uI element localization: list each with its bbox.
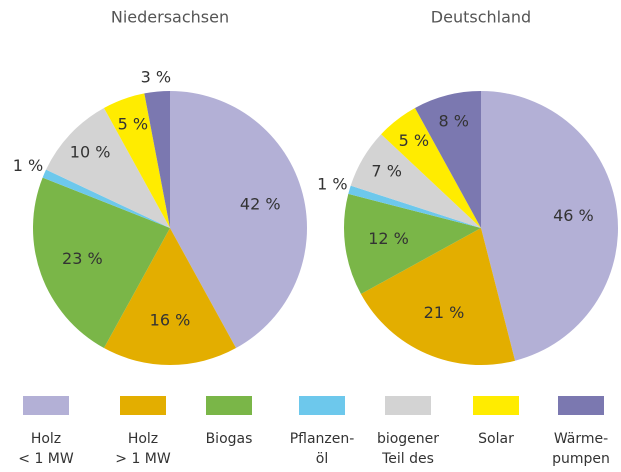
- data-label: 7 %: [371, 162, 401, 181]
- pie-slice: [32, 177, 170, 349]
- legend-label: Holz: [128, 431, 158, 447]
- legend-swatch: [23, 396, 69, 415]
- pie-slice: [348, 185, 481, 228]
- legend-label: Pflanzen-: [290, 431, 355, 447]
- pie-slice: [170, 91, 308, 349]
- legend-swatch: [299, 396, 345, 415]
- legend-label: Wärme-: [554, 431, 608, 447]
- data-label: 46 %: [553, 206, 594, 225]
- pie-slice: [481, 91, 618, 361]
- legend-label: biogener: [377, 431, 439, 447]
- pie-slice: [144, 91, 170, 228]
- legend-swatch: [385, 396, 431, 415]
- legend-label: pumpen: [552, 451, 610, 467]
- pie-slice: [103, 93, 170, 229]
- data-label: 21 %: [424, 303, 465, 322]
- legend-label: Solar: [478, 431, 514, 447]
- data-label: 5 %: [399, 131, 429, 150]
- pie-slice: [42, 169, 170, 228]
- pie-slice: [46, 107, 170, 228]
- legend-label: Holz: [31, 431, 61, 447]
- legend-label: < 1 MW: [18, 451, 74, 467]
- pie-slice: [381, 107, 481, 228]
- legend-swatch: [558, 396, 604, 415]
- pie-slice: [360, 228, 516, 365]
- chart-title: Niedersachsen: [111, 8, 229, 27]
- data-label: 5 %: [118, 114, 148, 133]
- data-label: 3 %: [141, 67, 171, 86]
- data-label: 16 %: [150, 311, 191, 330]
- pie-slice: [414, 91, 481, 228]
- data-label: 1 %: [13, 156, 43, 175]
- data-label: 42 %: [240, 194, 281, 213]
- legend-swatch: [206, 396, 252, 415]
- pie-slice: [103, 228, 237, 365]
- data-label: 12 %: [368, 229, 409, 248]
- data-label: 1 %: [317, 174, 347, 193]
- legend-label: Biogas: [206, 431, 253, 447]
- legend-label: öl: [316, 451, 328, 467]
- data-label: 10 %: [70, 142, 111, 161]
- pie-slice: [343, 193, 481, 295]
- legend-label: > 1 MW: [115, 451, 171, 467]
- chart-title: Deutschland: [431, 8, 531, 27]
- data-label: 23 %: [62, 249, 103, 268]
- legend-swatch: [120, 396, 166, 415]
- data-label: 8 %: [439, 111, 469, 130]
- legend-swatch: [473, 396, 519, 415]
- pie-slice: [350, 134, 481, 228]
- legend-label: Teil des: [381, 451, 434, 467]
